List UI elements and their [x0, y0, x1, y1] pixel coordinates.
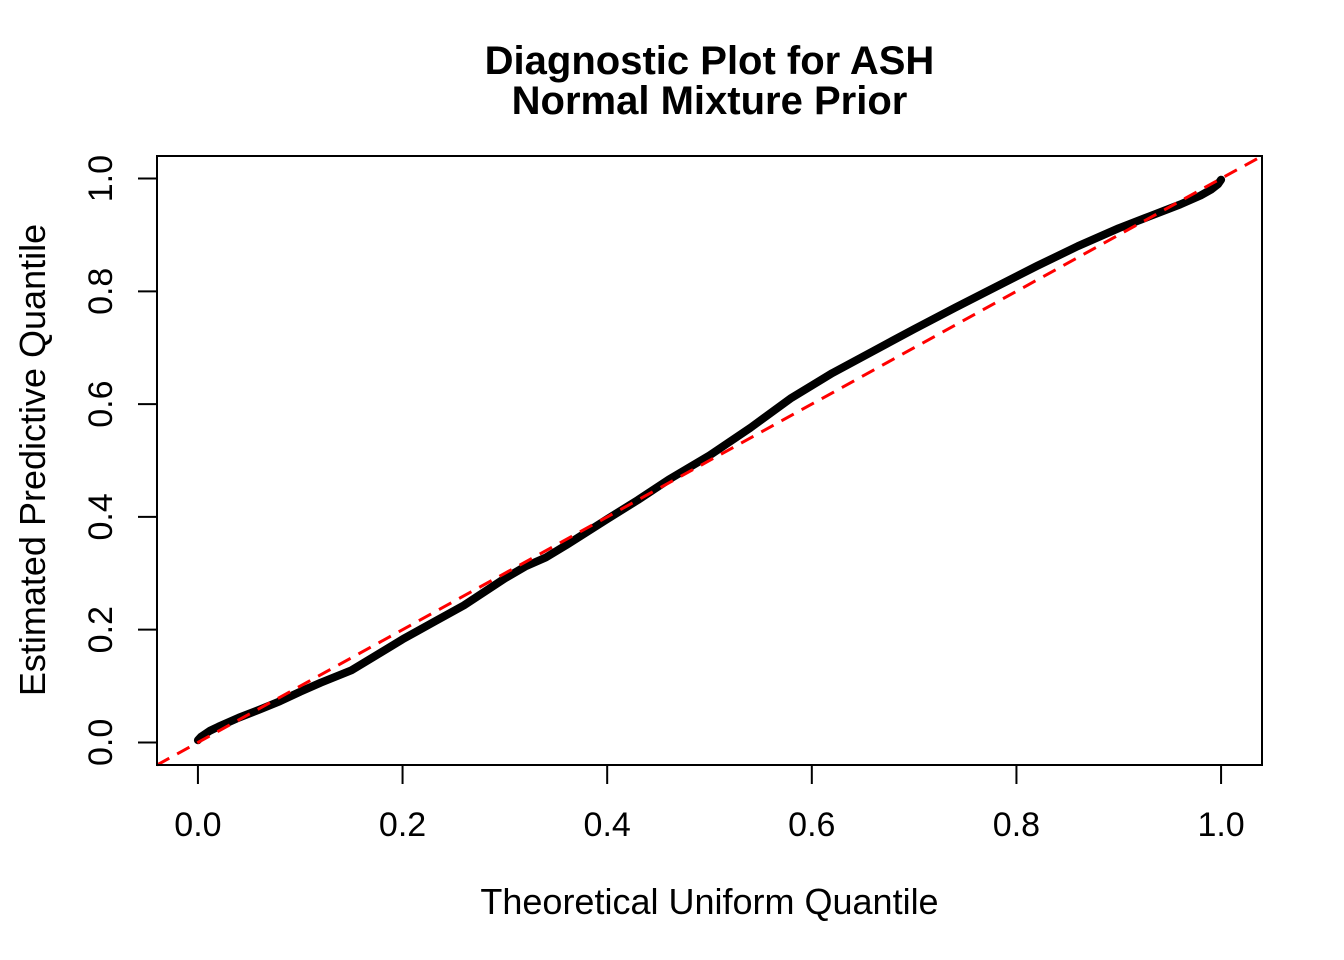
x-tick-label: 0.2 — [379, 806, 426, 844]
x-tick-label: 1.0 — [1197, 806, 1244, 844]
y-axis-title: Estimated Predictive Quantile — [12, 223, 53, 697]
plot-box — [156, 155, 1263, 766]
x-tick-label: 0.0 — [174, 806, 221, 844]
chart-title: Diagnostic Plot for ASH Normal Mixture P… — [157, 41, 1262, 121]
y-tick-label: 0.0 — [82, 719, 120, 766]
y-tick-label: 0.2 — [82, 606, 120, 653]
reference-line — [156, 154, 1263, 767]
x-tick-label: 0.4 — [584, 806, 631, 844]
x-axis-title: Theoretical Uniform Quantile — [480, 881, 939, 922]
x-tick-label: 0.8 — [993, 806, 1040, 844]
x-tick-label: 0.6 — [788, 806, 835, 844]
y-tick-label: 0.6 — [82, 380, 120, 427]
chart-title-line1: Diagnostic Plot for ASH — [484, 39, 935, 83]
y-tick-label: 0.8 — [82, 268, 120, 315]
y-tick-label: 1.0 — [82, 155, 120, 202]
y-tick-label: 0.4 — [82, 493, 120, 540]
chart-title-line2: Normal Mixture Prior — [511, 79, 908, 123]
qq-points-curve — [193, 175, 1226, 745]
